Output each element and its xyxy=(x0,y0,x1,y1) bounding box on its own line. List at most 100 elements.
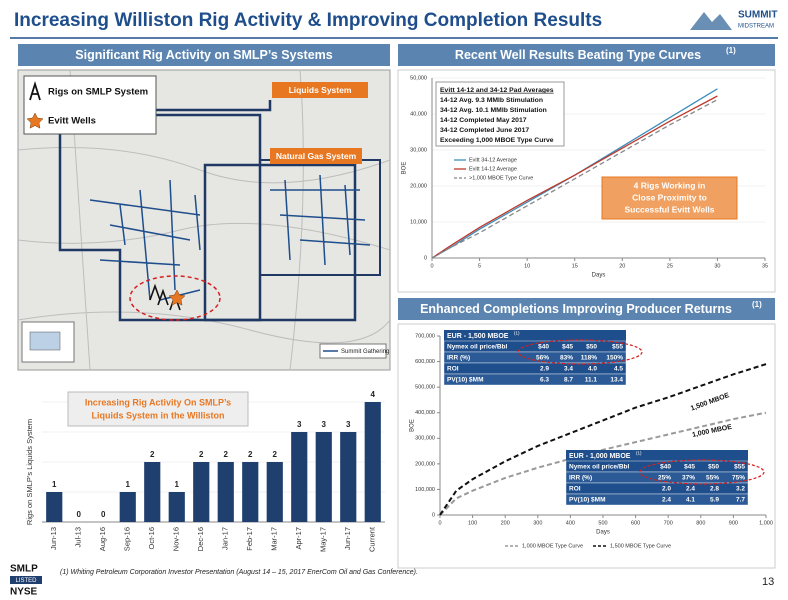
legend-label: >1,000 MBOE Type Curve xyxy=(469,175,533,181)
table-cell: ROI xyxy=(447,366,459,373)
slide-title: Increasing Williston Rig Activity & Impr… xyxy=(14,10,602,31)
exchange-badge: SMLP xyxy=(10,564,38,575)
bar xyxy=(193,462,210,522)
x-tick-label: 15 xyxy=(572,263,578,269)
table-cell: 3.4 xyxy=(564,366,573,373)
table-cell: 75% xyxy=(732,475,745,482)
table-cell: 2.8 xyxy=(710,486,719,493)
callout-text: 4 Rigs Working in xyxy=(634,180,706,190)
table-cell: IRR (%) xyxy=(569,475,592,482)
table-cell: 2.4 xyxy=(686,486,695,493)
chart-title: Increasing Rig Activity On SMLP’s xyxy=(85,397,231,407)
x-tick-label: 0 xyxy=(438,520,441,526)
annotation: Exceeding 1,000 MBOE Type Curve xyxy=(440,137,554,144)
x-tick-label: 10 xyxy=(524,263,530,269)
bar xyxy=(266,462,283,522)
table-row xyxy=(565,493,749,506)
map-legend-label: Evitt Wells xyxy=(48,116,96,127)
x-tick-label: Aug-16 xyxy=(98,527,107,551)
data-label: 0 xyxy=(77,510,82,519)
x-tick-label: Nov-16 xyxy=(172,527,181,551)
bar xyxy=(168,492,185,522)
y-tick-label: 0 xyxy=(432,512,435,518)
callout-text: Successful Evitt Wells xyxy=(624,204,714,214)
map-legend xyxy=(23,75,157,135)
table-cell: 4.1 xyxy=(686,497,695,504)
table-title-bar xyxy=(444,330,626,341)
x-tick-label: Jun-17 xyxy=(343,527,352,550)
table-cell: 25% xyxy=(658,475,671,482)
y-tick-label: 30,000 xyxy=(410,147,427,153)
table-title: EUR - 1,000 MBOE xyxy=(569,453,631,460)
y-tick-label: 20,000 xyxy=(410,183,427,189)
x-tick-label: Jul-13 xyxy=(74,527,83,547)
y-tick-label: 50,000 xyxy=(410,75,427,81)
gas-label-box xyxy=(270,148,362,164)
well-star xyxy=(168,289,186,306)
legend-star-icon xyxy=(26,112,44,129)
map-roads xyxy=(17,69,391,371)
table-cell: 6.3 xyxy=(540,377,549,384)
legend-label: Evitt 14-12 Average xyxy=(469,166,517,172)
bar xyxy=(144,462,161,522)
x-tick-label: 0 xyxy=(430,263,433,269)
x-tick-label: Sep-16 xyxy=(123,527,132,551)
table-row xyxy=(565,482,749,495)
bar xyxy=(291,432,308,522)
y-tick-label: 600,000 xyxy=(415,359,435,365)
data-label: 0 xyxy=(101,510,106,519)
table-cell: Nymex oil price/Bbl xyxy=(447,344,508,351)
data-label: 2 xyxy=(273,450,278,459)
table-cell: IRR (%) xyxy=(447,355,470,362)
y-tick-label: 100,000 xyxy=(415,487,435,493)
table-cell: 37% xyxy=(682,475,695,482)
inset-state xyxy=(29,331,61,351)
bar xyxy=(340,432,357,522)
panel-header xyxy=(398,298,775,320)
bar xyxy=(46,492,63,522)
series-line xyxy=(431,95,718,259)
data-label: 1 xyxy=(52,480,57,489)
annotation: 34-12 Completed June 2017 xyxy=(440,127,529,134)
exchange-badge: LISTED xyxy=(15,578,37,584)
data-label: 1 xyxy=(175,480,180,489)
legend-label: Evitt 34-12 Average xyxy=(469,157,517,163)
table-note: (1) xyxy=(514,331,520,336)
bar xyxy=(242,462,259,522)
table-cell: 7.7 xyxy=(736,497,745,504)
x-tick-label: Apr-17 xyxy=(294,527,303,550)
x-tick-label: Dec-16 xyxy=(196,527,205,551)
x-axis-label: Days xyxy=(592,273,606,279)
highlight-ellipse xyxy=(517,339,643,365)
y-tick-label: 500,000 xyxy=(415,385,435,391)
table-cell: 2.4 xyxy=(662,497,671,504)
table-cell: $50 xyxy=(708,464,719,471)
table-row xyxy=(443,362,627,375)
map: Rigs on SMLP System Evitt Wells Liquids … xyxy=(17,69,391,371)
table-cell: 55% xyxy=(706,475,719,482)
annotation: 14-12 Avg. 9.3 MMlb Stimulation xyxy=(440,97,543,104)
data-label: 2 xyxy=(248,450,253,459)
logo-mark xyxy=(690,12,732,30)
data-label: 3 xyxy=(297,420,302,429)
x-tick-label: Jun-13 xyxy=(49,527,58,550)
panel-title: Enhanced Completions Improving Producer … xyxy=(420,302,732,316)
y-tick-label: 300,000 xyxy=(415,436,435,442)
data-label: 2 xyxy=(199,450,204,459)
x-tick-label: Jan-17 xyxy=(221,527,230,550)
data-label: 4 xyxy=(371,390,376,399)
gas-label: Natural Gas System xyxy=(276,151,357,161)
map-legend-label: Rigs on SMLP System xyxy=(48,87,148,98)
x-tick-label: 400 xyxy=(566,520,575,526)
callout-text: Close Proximity to xyxy=(632,192,707,202)
table-cell: PV(10) $MM xyxy=(447,377,483,384)
table-cell: 83% xyxy=(560,355,573,362)
table-cell: $40 xyxy=(660,464,671,471)
table-cell: 5.9 xyxy=(710,497,719,504)
table-cell: $45 xyxy=(562,344,573,351)
y-axis-label: BOE xyxy=(402,162,408,175)
table-cell: 8.7 xyxy=(564,377,573,384)
annotation: 34-12 Avg. 10.1 MMlb Stimulation xyxy=(440,107,547,114)
highlight-ellipse xyxy=(639,459,765,485)
